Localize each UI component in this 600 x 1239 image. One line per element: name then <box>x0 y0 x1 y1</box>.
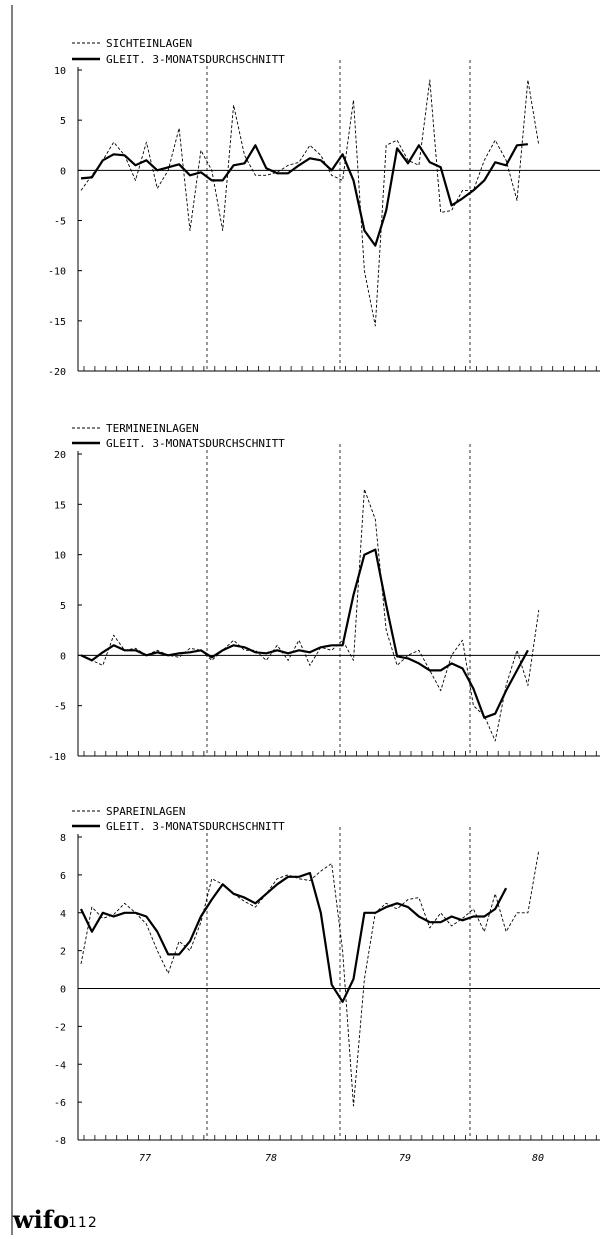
page-number: 112 <box>68 1215 98 1231</box>
y-tick-label: 6 <box>60 871 66 882</box>
footer: wifo 112 <box>12 1205 98 1234</box>
y-tick-label: -4 <box>54 1060 66 1071</box>
legend-label: GLEIT. 3-MONATSDURCHSCHNITT <box>106 437 285 450</box>
y-tick-label: -5 <box>54 702 66 713</box>
y-tick-label: 8 <box>60 833 66 844</box>
y-tick-label: 10 <box>54 66 66 77</box>
y-tick-label: -5 <box>54 217 66 228</box>
chart-panel-3: 8 6 4 2 0 -2 -4 -6 -8 SPAREINLAGEN GLEIT. 3-MONATS… <box>54 805 600 1164</box>
legend-label: SICHTEINLAGEN <box>106 37 192 50</box>
y-tick-label: -10 <box>48 267 66 278</box>
x-tick-label: 80 <box>532 1153 544 1164</box>
y-tick-label: 10 <box>54 551 66 562</box>
monthly-series-line <box>80 488 540 742</box>
y-tick-label: 0 <box>60 985 66 996</box>
chart-panel-1: 10 5 0 -5 -10 -15 -20 SICHTEINLAGEN GLEIT. 3-MON… <box>48 37 600 378</box>
y-tick-label: -2 <box>54 1022 66 1033</box>
y-tick-label: -6 <box>54 1098 66 1109</box>
moving-average-line <box>80 143 529 247</box>
y-tick-label: 15 <box>54 500 66 511</box>
wifo-logo: wifo <box>12 1205 69 1234</box>
y-tick-label: -10 <box>48 752 66 763</box>
y-tick-label: 0 <box>60 651 66 662</box>
monthly-series-line <box>80 79 540 327</box>
y-tick-label: 4 <box>60 909 66 920</box>
legend-label: SPAREINLAGEN <box>106 805 185 818</box>
y-tick-label: 0 <box>60 166 66 177</box>
legend-label: GLEIT. 3-MONATSDURCHSCHNITT <box>106 820 285 833</box>
moving-average-line <box>80 871 508 1003</box>
monthly-series-line <box>80 850 540 1107</box>
y-tick-label: 20 <box>54 450 66 461</box>
x-tick-label: 77 <box>139 1153 151 1164</box>
legend-label: TERMINEINLAGEN <box>106 422 199 435</box>
y-tick-label: -15 <box>48 317 66 328</box>
chart-panel-2: 20 15 10 5 0 -5 -10 TERMINEINLAGEN GLEIT. 3-MONA… <box>48 422 600 763</box>
x-tick-label: 78 <box>265 1153 277 1164</box>
y-tick-label: -20 <box>48 367 66 378</box>
y-tick-label: 5 <box>60 601 66 612</box>
y-tick-label: 5 <box>60 116 66 127</box>
y-tick-label: -8 <box>54 1136 66 1147</box>
legend-label: GLEIT. 3-MONATSDURCHSCHNITT <box>106 53 285 66</box>
y-tick-label: 2 <box>60 947 66 958</box>
x-tick-label: 79 <box>399 1153 411 1164</box>
moving-average-line <box>80 548 529 719</box>
